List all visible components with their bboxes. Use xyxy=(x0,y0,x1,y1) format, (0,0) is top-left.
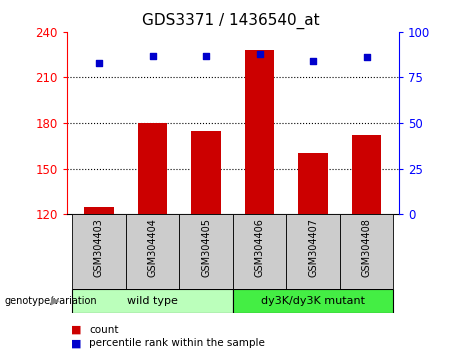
Text: percentile rank within the sample: percentile rank within the sample xyxy=(89,338,265,348)
Text: wild type: wild type xyxy=(127,296,178,306)
Bar xyxy=(126,214,179,289)
Text: count: count xyxy=(89,325,118,335)
Text: GSM304407: GSM304407 xyxy=(308,218,318,277)
Bar xyxy=(72,214,126,289)
Bar xyxy=(233,214,286,289)
Point xyxy=(202,53,210,58)
Text: GSM304405: GSM304405 xyxy=(201,218,211,277)
Point xyxy=(309,58,317,64)
Bar xyxy=(286,214,340,289)
Text: ■: ■ xyxy=(71,338,82,348)
Bar xyxy=(191,131,221,214)
Bar xyxy=(352,135,381,214)
Bar xyxy=(179,214,233,289)
Point xyxy=(256,51,263,57)
Point xyxy=(95,60,103,66)
Text: ■: ■ xyxy=(71,325,82,335)
Text: GSM304404: GSM304404 xyxy=(148,218,158,277)
Text: genotype/variation: genotype/variation xyxy=(5,296,97,306)
Bar xyxy=(340,214,393,289)
Bar xyxy=(84,207,114,214)
Point xyxy=(363,55,370,60)
Bar xyxy=(138,123,167,214)
Text: GSM304403: GSM304403 xyxy=(94,218,104,277)
Text: GSM304408: GSM304408 xyxy=(361,218,372,277)
Bar xyxy=(298,153,328,214)
Point xyxy=(149,53,156,58)
Text: GDS3371 / 1436540_at: GDS3371 / 1436540_at xyxy=(142,12,319,29)
Bar xyxy=(233,289,393,313)
Text: ▶: ▶ xyxy=(51,296,59,306)
Bar xyxy=(72,289,233,313)
Bar xyxy=(245,50,274,214)
Text: dy3K/dy3K mutant: dy3K/dy3K mutant xyxy=(261,296,365,306)
Text: GSM304406: GSM304406 xyxy=(254,218,265,277)
